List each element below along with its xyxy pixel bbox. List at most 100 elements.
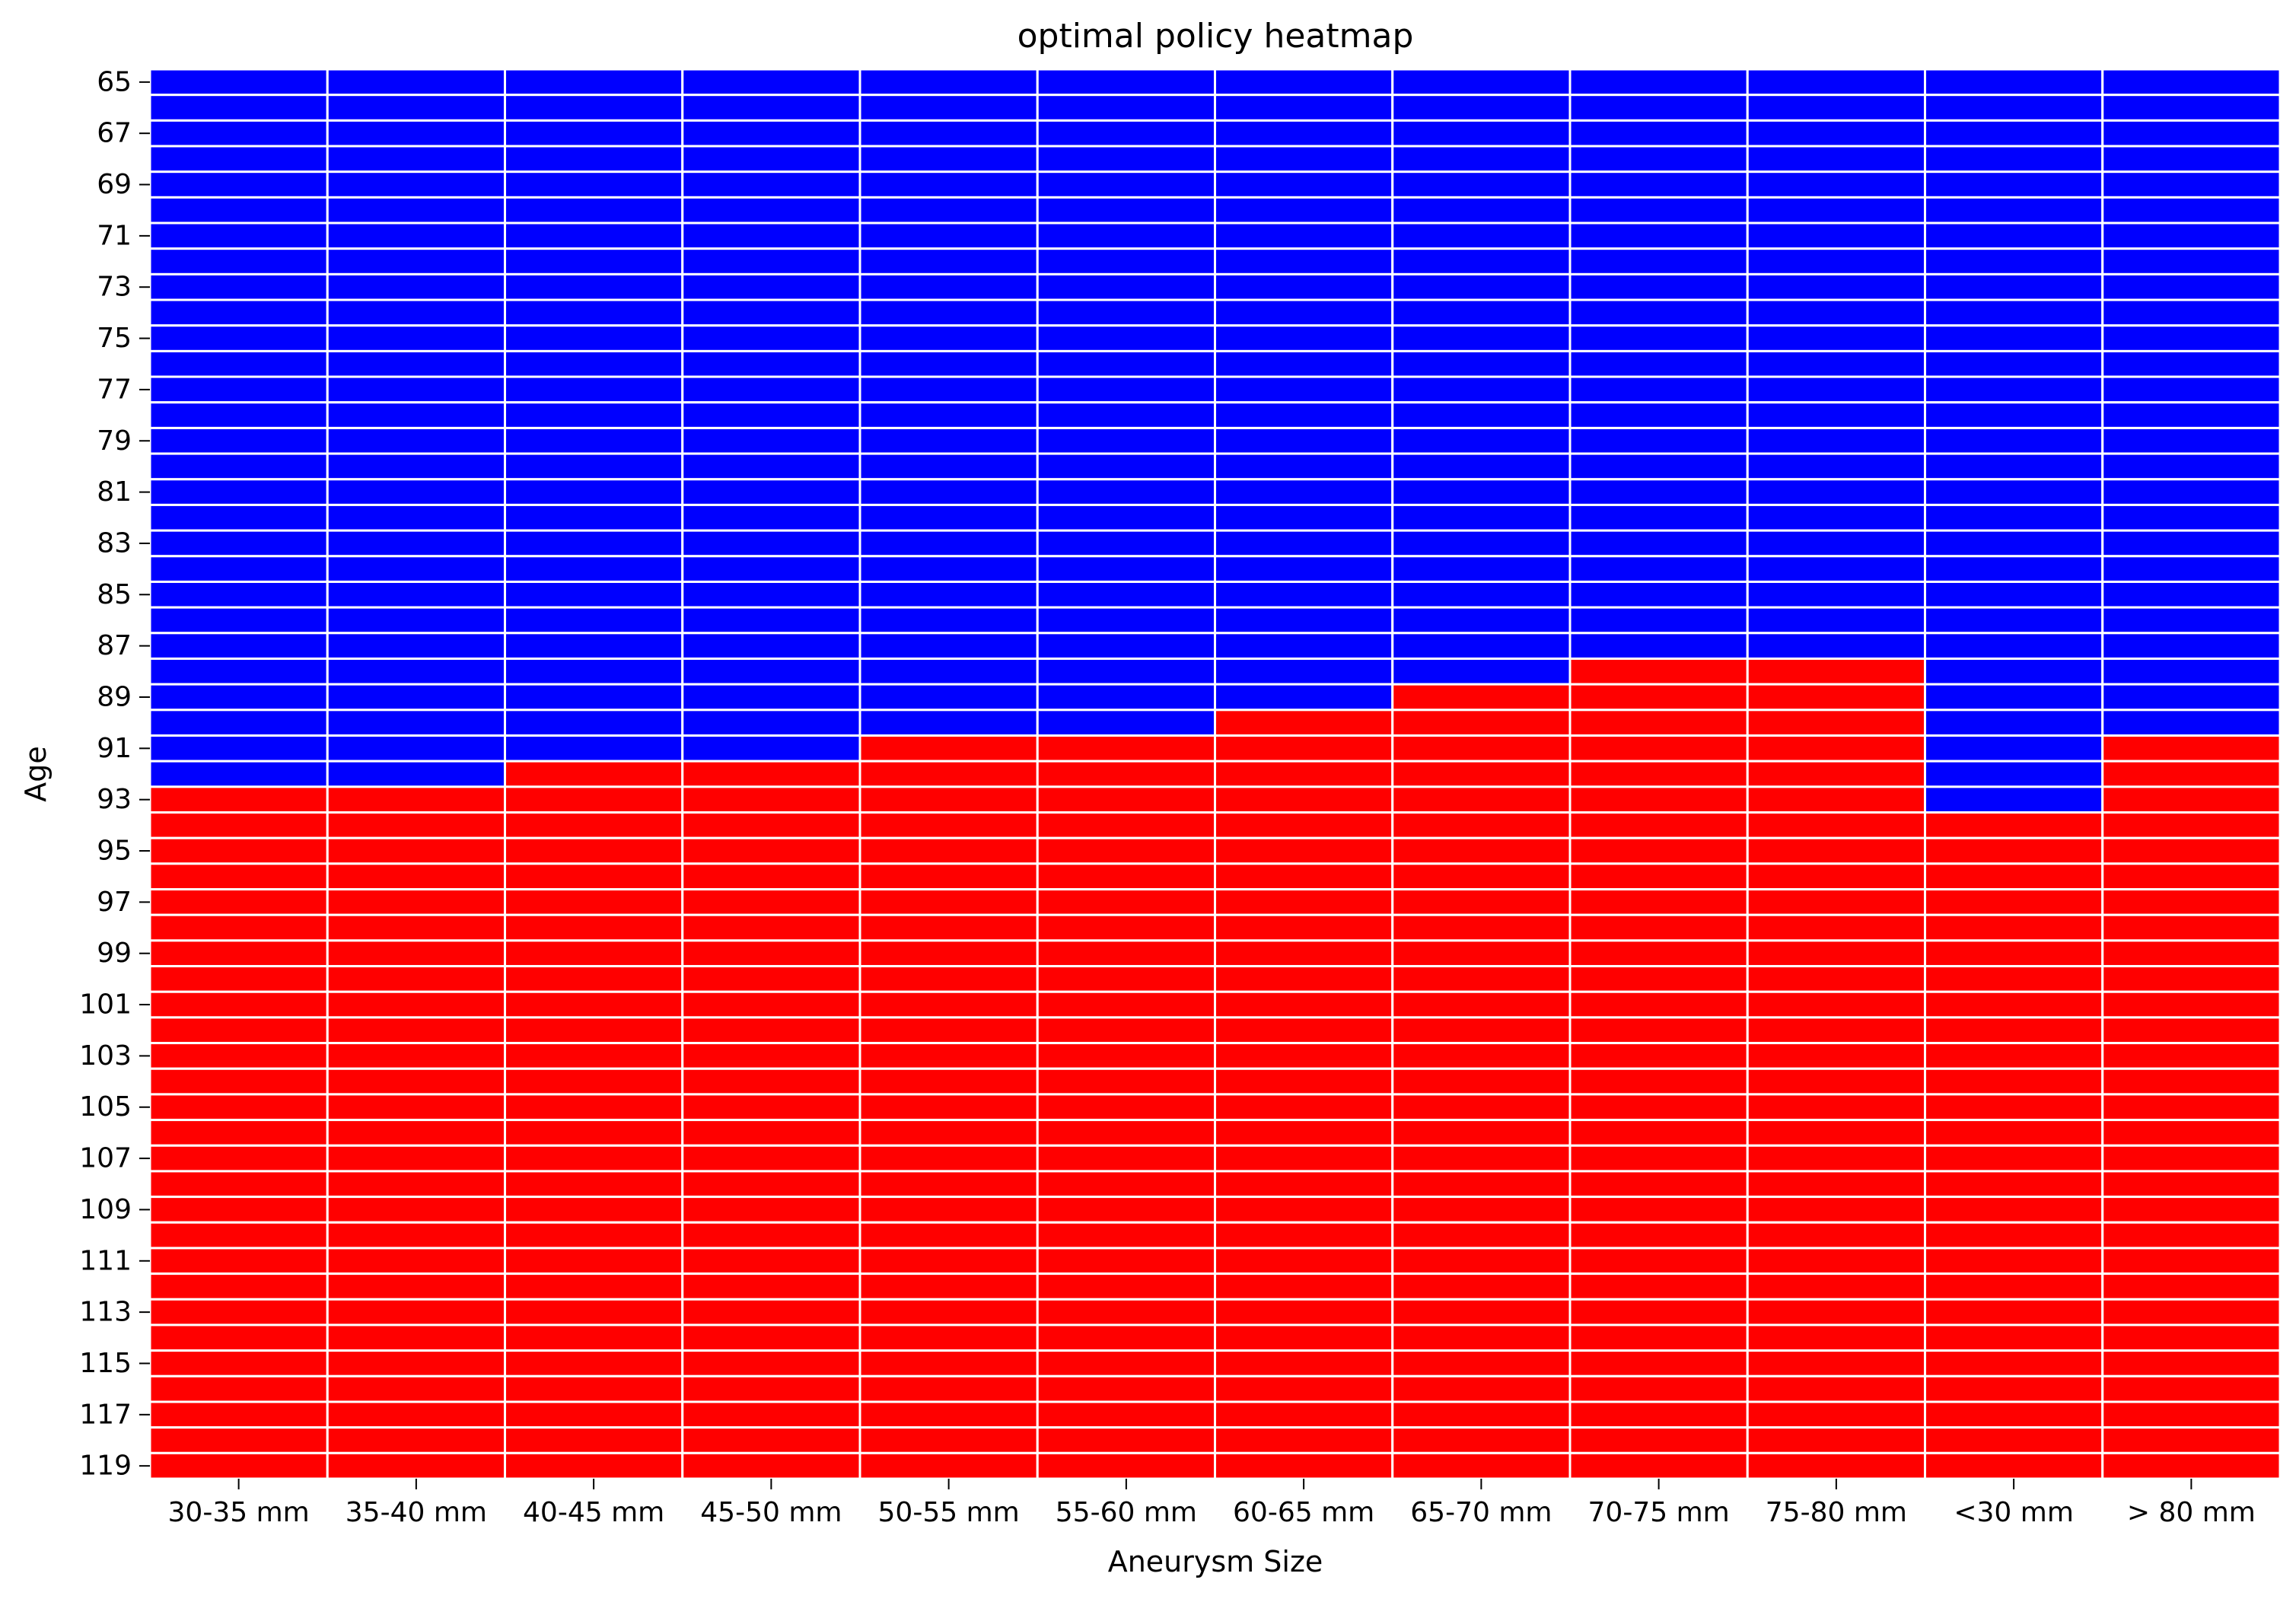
heatmap-cell (1214, 94, 1394, 122)
heatmap-cell (326, 1170, 506, 1199)
heatmap-cell (1391, 1426, 1572, 1454)
heatmap-cell (1746, 170, 1926, 199)
heatmap-cell (2101, 888, 2282, 916)
x-tick-label: 60-65 mm (1233, 1497, 1374, 1528)
heatmap-cell (326, 324, 506, 352)
heatmap-cell (1391, 1400, 1572, 1429)
heatmap-cell (1568, 221, 1749, 250)
heatmap-cell (2101, 145, 2282, 174)
heatmap-cell (1036, 888, 1216, 916)
heatmap-cell (1036, 862, 1216, 891)
heatmap-cell (1924, 760, 2104, 788)
y-tick-label: 69 (97, 169, 132, 200)
heatmap-cell (858, 1247, 1039, 1276)
heatmap-cell (1924, 606, 2104, 635)
heatmap-cell (1568, 683, 1749, 712)
heatmap-cell (1746, 529, 1926, 558)
heatmap-cell (504, 632, 684, 660)
heatmap-cell (2101, 1349, 2282, 1377)
heatmap-cell (504, 1144, 684, 1173)
heatmap-cell (326, 734, 506, 763)
heatmap-cell (1391, 196, 1572, 225)
heatmap-cell (1391, 965, 1572, 993)
heatmap-cell (326, 221, 506, 250)
heatmap-cell (1924, 1119, 2104, 1147)
heatmap-cell (1214, 272, 1394, 301)
heatmap-cell (1214, 298, 1394, 327)
heatmap-cell (858, 657, 1039, 686)
heatmap-cell (1568, 68, 1749, 97)
heatmap-cell (148, 1196, 329, 1224)
x-tick-label: 70-75 mm (1588, 1497, 1730, 1528)
heatmap-cell (1391, 426, 1572, 455)
heatmap-cell (2101, 913, 2282, 942)
heatmap-cell (1924, 298, 2104, 327)
heatmap-cell (1036, 990, 1216, 1019)
heatmap-cell (1214, 939, 1394, 968)
heatmap-cell (2101, 94, 2282, 122)
heatmap-cell (1924, 1400, 2104, 1429)
heatmap-cell (858, 1298, 1039, 1327)
heatmap-cell (148, 683, 329, 712)
heatmap-cell (1391, 1196, 1572, 1224)
heatmap-cell (1391, 939, 1572, 968)
heatmap-cell (681, 1144, 861, 1173)
heatmap-cell (858, 1426, 1039, 1454)
y-tick-label: 109 (79, 1194, 132, 1225)
heatmap-cell (1924, 990, 2104, 1019)
heatmap-cell (858, 529, 1039, 558)
heatmap-cell (504, 836, 684, 865)
heatmap-cell (2101, 221, 2282, 250)
heatmap-cell (148, 1016, 329, 1045)
heatmap-cell (1746, 1016, 1926, 1045)
heatmap-cell (1746, 913, 1926, 942)
heatmap-cell (148, 1272, 329, 1301)
heatmap-cell (1568, 272, 1749, 301)
heatmap-cell (858, 580, 1039, 609)
heatmap-cell (1391, 1144, 1572, 1173)
heatmap-cell (1568, 1247, 1749, 1276)
heatmap-cell (681, 145, 861, 174)
heatmap-cell (148, 145, 329, 174)
heatmap-cell (1214, 1170, 1394, 1199)
heatmap-cell (1746, 990, 1926, 1019)
heatmap-cell (148, 1426, 329, 1454)
heatmap-cell (1214, 760, 1394, 788)
heatmap-cell (1746, 196, 1926, 225)
heatmap-cell (1568, 375, 1749, 404)
heatmap-cell (1924, 1272, 2104, 1301)
heatmap-cell (1036, 529, 1216, 558)
heatmap-cell (1391, 836, 1572, 865)
y-tick-label: 67 (97, 118, 132, 149)
heatmap-cell (326, 1067, 506, 1096)
heatmap-cell (1568, 1426, 1749, 1454)
heatmap-cell (1568, 811, 1749, 839)
heatmap-cell (2101, 709, 2282, 737)
x-tick-label: 40-45 mm (523, 1497, 664, 1528)
heatmap-cell (1924, 426, 2104, 455)
heatmap-cell (326, 555, 506, 583)
heatmap-cell (504, 1016, 684, 1045)
heatmap-cell (326, 1042, 506, 1070)
heatmap-cell (858, 1349, 1039, 1377)
heatmap-cell (1568, 632, 1749, 660)
heatmap-cell (1924, 1093, 2104, 1122)
heatmap-cell (1036, 1247, 1216, 1276)
heatmap-cell (1036, 1400, 1216, 1429)
heatmap-cell (1924, 683, 2104, 712)
heatmap-cell (681, 760, 861, 788)
heatmap-cell (148, 478, 329, 506)
heatmap-cell (1746, 426, 1926, 455)
heatmap-cell (858, 503, 1039, 532)
heatmap-cell (326, 119, 506, 148)
heatmap-cell (681, 529, 861, 558)
heatmap-cell (1746, 503, 1926, 532)
heatmap-cell (1568, 529, 1749, 558)
heatmap-cell (858, 452, 1039, 481)
y-tick-label: 117 (79, 1399, 132, 1430)
heatmap-cell (1391, 349, 1572, 378)
heatmap-cell (1036, 580, 1216, 609)
heatmap-cell (2101, 349, 2282, 378)
heatmap-cell (1568, 580, 1749, 609)
heatmap-cell (504, 119, 684, 148)
